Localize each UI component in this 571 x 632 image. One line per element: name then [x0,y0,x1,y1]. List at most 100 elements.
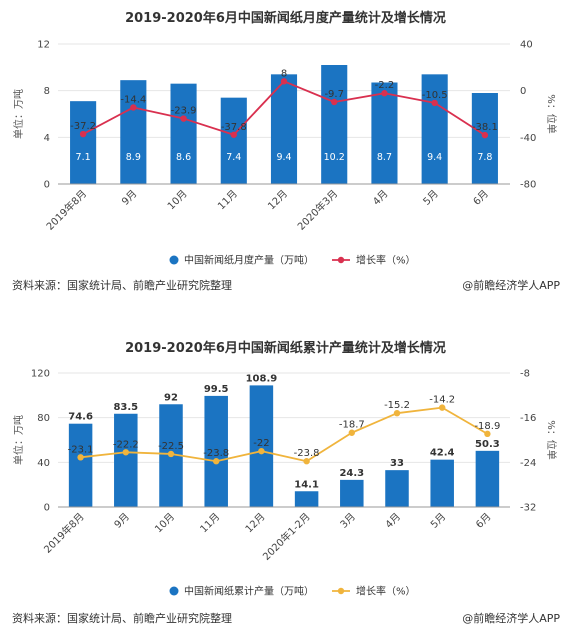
legend-bar-label: 中国新闻纸月度产量（万吨） [184,254,314,267]
x-tick-label: 4月 [371,188,391,208]
legend-line-label: 增长率（%） [356,585,416,598]
growth-value-label: 8 [281,68,287,79]
bar [471,93,498,184]
growth-value-label: -23.1 [68,444,94,455]
x-tick-label: 2020年1-2月 [260,510,313,563]
bar-value-label: 92 [164,392,178,403]
growth-value-label: -18.9 [474,421,500,432]
bar [371,82,398,184]
bar-value-label: 83.5 [113,402,138,413]
growth-point [258,447,265,455]
growth-point [481,131,489,139]
growth-point [431,99,438,107]
y-tick-label: 40 [37,458,50,469]
bar [430,459,454,507]
growth-value-label: -18.7 [339,420,365,431]
x-tick-label: 12月 [266,188,291,213]
growth-point [348,429,355,436]
growth-value-label: -37.2 [70,121,96,132]
y2-tick-label: -8 [520,369,530,380]
y2-axis-title: %：位单 [545,94,558,134]
growth-point [393,410,401,417]
legend-bar-label: 中国新闻纸累计产量（万吨） [184,585,314,598]
y2-tick-label: 40 [520,40,533,51]
legend-line-dot [337,587,345,595]
bar [114,413,138,507]
bar [120,80,147,184]
x-tick-label: 3月 [338,511,358,531]
growth-point [79,130,87,138]
bar [385,470,409,507]
x-tick-label: 11月 [198,511,223,536]
x-tick-label: 5月 [428,511,448,531]
growth-point [180,115,187,122]
growth-value-label: -23.8 [294,448,320,459]
growth-value-label: -9.7 [324,89,344,100]
growth-point [167,450,175,458]
source-note: 资料来源：国家统计局、前瞻产业研究院整理 [12,278,232,292]
bar [340,479,364,507]
x-tick-label: 4月 [383,511,403,531]
y-tick-label: 120 [31,369,50,380]
growth-value-label: -14.4 [120,94,146,105]
bar-value-label: 10.2 [324,152,345,163]
growth-point [230,131,237,138]
bar-value-label: 99.5 [204,384,229,395]
bar-value-label: 24.3 [339,468,364,479]
growth-point [484,430,491,438]
y-tick-label: 0 [44,180,50,191]
x-tick-label: 5月 [421,188,441,208]
bar-value-label: 42.4 [430,448,455,459]
bar-value-label: 7.8 [477,152,492,163]
x-tick-label: 6月 [473,511,493,531]
bar-value-label: 8.9 [126,152,141,163]
growth-value-label: -10.5 [422,90,448,101]
bar-value-label: 33 [390,458,404,469]
bar [421,74,448,184]
x-tick-label: 11月 [215,188,240,213]
x-tick-label: 12月 [243,511,268,536]
legend-line-label: 增长率（%） [356,254,416,267]
growth-point [303,458,310,465]
x-tick-label: 9月 [119,188,139,208]
y2-tick-label: -40 [520,133,536,144]
bar [70,101,97,184]
growth-value-label: -15.2 [384,400,410,411]
bar [220,97,247,184]
bar-value-label: 7.1 [76,152,91,163]
monthly-output-chart: 2019-2020年6月中国新闻纸月度产量统计及增长情况 0 4 8 12 -80 -40… [12,10,560,292]
growth-point [77,454,84,461]
bar-value-label: 14.1 [294,479,319,490]
x-tick-label: 2019年8月 [41,510,87,556]
growth-point [130,104,137,111]
bar [170,83,197,184]
bar [204,395,228,507]
source-note: 资料来源：国家统计局、前瞻产业研究院整理 [12,611,232,625]
bar-value-label: 108.9 [246,373,278,384]
growth-value-label: -38.1 [472,122,498,133]
credit-note: @前瞻经济学人APP [462,611,560,625]
growth-line [80,406,488,463]
bar [249,385,274,507]
x-tick-label: 10月 [165,188,190,213]
bar [68,423,93,507]
growth-point [122,449,129,456]
y-tick-label: 0 [44,503,50,514]
y2-tick-label: -16 [520,413,536,424]
credit-note: @前瞻经济学人APP [462,278,560,292]
x-tick-label: 2019年8月 [43,187,89,233]
legend-bar-marker [169,586,179,596]
bar-value-label: 8.6 [176,152,191,163]
y2-tick-label: -24 [520,458,536,469]
bar-value-label: 9.4 [276,152,291,163]
x-tick-label: 6月 [471,188,491,208]
growth-value-label: -23.8 [203,448,229,459]
bar [475,450,500,507]
bar-value-label: 7.4 [226,152,241,163]
y2-tick-label: -80 [520,180,536,191]
legend-line-dot [337,256,345,264]
cumulative-output-chart: 2019-2020年6月中国新闻纸累计产量统计及增长情况 0 40 80 120 -32… [12,340,560,625]
bar-value-label: 74.6 [68,412,93,423]
growth-value-label: -2.2 [375,80,395,91]
